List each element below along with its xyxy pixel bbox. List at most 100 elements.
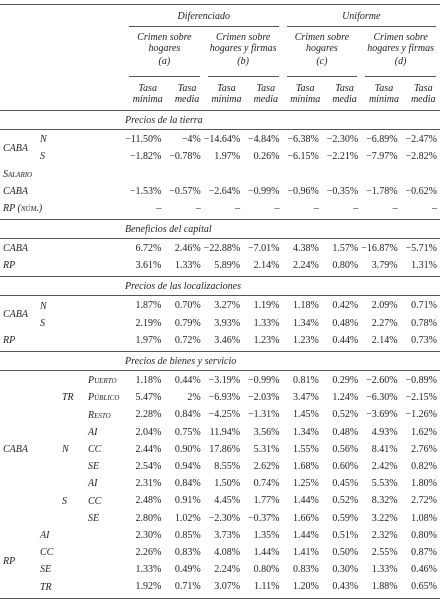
cell-value: 2.04% [125,427,161,438]
cell-value: 3.46% [204,335,240,346]
cell-value: 1.33% [243,318,279,329]
cell-value: 1.41% [283,547,319,558]
cell-value: −2.64% [204,186,240,197]
rule [0,4,440,5]
cell-value: 2.26% [125,547,161,558]
cell-value: 2.14% [243,260,279,271]
row-label: CABA [3,444,28,455]
cell-value: 3.79% [361,260,397,271]
cell-value: −0.37% [243,513,279,524]
cell-value: 11.94% [204,427,240,438]
cell-value: 1.02% [164,513,200,524]
cell-value: −2.15% [401,392,437,403]
cell-value: 4.45% [204,495,240,506]
cell-value: −11.50% [125,134,161,145]
cell-value: 1.34% [283,427,319,438]
row-label: N [40,301,47,312]
cell-value: −7.01% [243,243,279,254]
row-label: SE [88,461,99,472]
cell-value: 0.83% [283,564,319,575]
cell-value: −22.88% [204,243,240,254]
rate-header: Tasa media [170,83,203,105]
rule [0,276,440,277]
cell-value: −4% [164,134,200,145]
cell-value: 3.56% [243,427,279,438]
model-title: Crimen sobre hogares y firmas [363,32,438,54]
cell-value: −2.30% [322,134,358,145]
cell-value: 0.87% [401,547,437,558]
cell-value: 0.80% [322,260,358,271]
cell-value: 2.54% [125,461,161,472]
cell-value: −16.87% [361,243,397,254]
cell-value: 5.47% [125,392,161,403]
cell-value: 2.44% [125,444,161,455]
cell-value: 2.62% [243,461,279,472]
cell-value: 1.08% [401,513,437,524]
row-label: AI [40,530,49,541]
cell-value: – [204,203,240,214]
cell-value: – [361,203,397,214]
cell-value: 1.50% [204,478,240,489]
cell-value: 0.42% [322,300,358,311]
cell-value: 4.38% [283,243,319,254]
cell-value: 2% [164,392,200,403]
cell-value: 0.84% [164,409,200,420]
cell-value: 1.44% [283,495,319,506]
cell-value: 1.33% [164,260,200,271]
rate-header: Tasa mínima [131,83,164,105]
cell-value: −6.38% [283,134,319,145]
row-label: N [40,134,47,145]
cell-value: −0.89% [401,375,437,386]
cell-value: 0.71% [401,300,437,311]
cell-value: 1.45% [283,409,319,420]
rate-header: Tasa mínima [289,83,322,105]
cell-value: 3.73% [204,530,240,541]
cell-value: – [283,203,319,214]
rate-header: Tasa media [407,83,440,105]
cell-value: 1.33% [125,564,161,575]
cell-value: 0.81% [283,375,319,386]
row-label: Puerto [88,375,117,386]
rule [0,351,440,352]
cell-value: 1.24% [322,392,358,403]
cell-value: 3.93% [204,318,240,329]
group-header: Uniforme [283,11,440,22]
model-title: Crimen sobre hogares y firmas [206,32,281,54]
cell-value: −5.71% [401,243,437,254]
cell-value: 8.41% [361,444,397,455]
cell-value: −3.19% [204,375,240,386]
cell-value: 0.48% [322,318,358,329]
cell-value: −2.47% [401,134,437,145]
row-label: TR [62,392,74,403]
row-label: CC [88,496,101,507]
model-tag: (c) [283,56,362,67]
cell-value: 2.55% [361,547,397,558]
cell-value: 3.47% [283,392,319,403]
group-header: Diferenciado [125,11,283,22]
section-title: Beneficios del capital [125,224,212,235]
rule [0,598,440,599]
cell-value: 2.72% [401,495,437,506]
cell-value: 1.92% [125,581,161,592]
cell-value: 0.44% [164,375,200,386]
model-title: Crimen sobre hogares [285,32,360,54]
cell-value: −2.03% [243,392,279,403]
cell-value: 1.11% [243,581,279,592]
cell-value: 1.66% [283,513,319,524]
cell-value: −1.31% [243,409,279,420]
rate-header: Tasa media [249,83,282,105]
row-label: Público [88,392,119,403]
cell-value: 0.72% [164,335,200,346]
cell-value: 4.93% [361,427,397,438]
row-label: CC [40,547,53,558]
cell-value: 0.83% [164,547,200,558]
cell-value: 1.57% [322,243,358,254]
cell-value: 0.70% [164,300,200,311]
rule [0,370,440,371]
cell-value: −14.64% [204,134,240,145]
rule [0,295,440,296]
cell-value: 2.28% [125,409,161,420]
cell-value: 2.32% [361,530,397,541]
cell-value: −0.99% [243,186,279,197]
